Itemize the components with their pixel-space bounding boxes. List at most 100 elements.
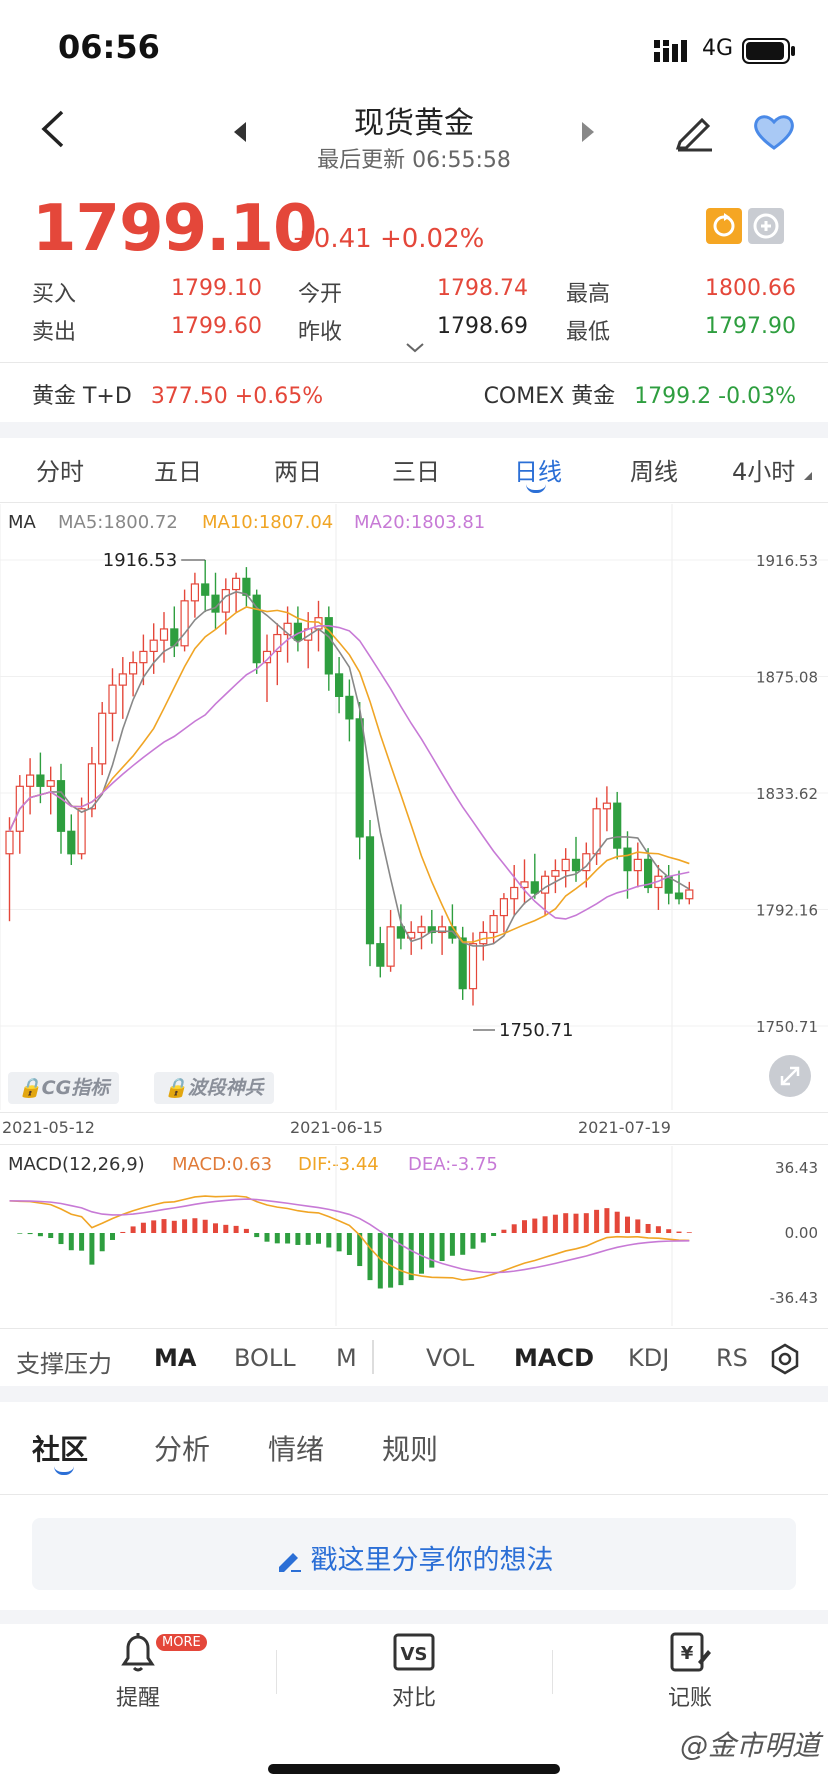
fullscreen-button[interactable] [768,1054,812,1102]
candle-body [438,926,447,934]
candle-body [643,858,653,889]
candle-body [613,802,622,849]
candle-body [365,836,375,945]
candle-body [180,600,189,647]
ma10-line [8,606,690,943]
battery-icon [742,38,796,68]
indicator-tab[interactable]: RS [716,1344,748,1372]
macd-title: MACD(12,26,9) [8,1154,145,1175]
back-button[interactable] [38,108,68,154]
candle-body [674,892,684,900]
y-tick-label: 1916.53 [756,552,818,570]
watermark: @金市明道 [679,1729,820,1762]
next-instrument-button[interactable] [580,120,596,148]
candle-body [324,617,333,675]
macd-tick-label: -36.43 [770,1289,818,1307]
macd-tick-label: 36.43 [775,1159,818,1177]
candle-body [602,802,612,810]
candle-body [489,914,498,934]
candle-body [376,943,385,967]
y-tick-label: 1750.71 [756,1018,818,1036]
nav-alert[interactable]: 提醒 MORE [58,1620,218,1712]
candle-body [221,588,230,613]
candle-body [355,718,364,838]
date-label-2: 2021-06-15 [290,1118,383,1137]
nav-ledger-label: 记账 [667,1686,712,1711]
candle-body [540,875,550,894]
calculator-button[interactable] [748,208,784,248]
indicator-tab[interactable]: MA [154,1344,197,1372]
candle-body [685,889,694,900]
tab-period[interactable]: 4小时 [732,458,796,486]
candle-body [571,858,581,872]
candle-body [232,577,241,591]
section-tab[interactable]: 情绪 [268,1433,325,1466]
indicator-tab[interactable]: KDJ [628,1344,670,1372]
quote-value: 1798.74 [437,276,528,301]
date-label-3: 2021-07-19 [578,1118,671,1137]
candle-body [530,881,539,894]
candle-body [335,673,344,697]
candle-body [592,808,601,855]
indicator-tab[interactable]: VOL [426,1344,475,1372]
nav-ledger[interactable]: ¥ 记账 [610,1620,770,1712]
wave-indicator-chip[interactable]: 🔒波段神兵 [154,1072,274,1104]
tab-period[interactable]: 三日 [392,458,440,486]
pencil-icon [278,1553,301,1572]
candle-body [46,780,55,787]
indicator-tab[interactable]: BOLL [234,1344,296,1372]
indicator-tab[interactable]: MACD [514,1344,594,1372]
cg-indicator-chip[interactable]: 🔒CG指标 [8,1072,120,1104]
y-tick-label: 1792.16 [756,902,818,920]
section-tab[interactable]: 分析 [154,1433,211,1466]
section-tab[interactable]: 社区 [32,1433,89,1466]
candle-body [417,926,426,934]
indicator-settings-button[interactable] [768,1342,802,1380]
macd-chart[interactable]: 36.43 0.00 -36.43 [0,1146,828,1326]
tab-period[interactable]: 日线 [514,458,562,486]
candle-body [551,870,560,877]
tab-period[interactable]: 五日 [154,458,202,486]
price-change: +0.41 +0.02% [292,224,485,254]
candle-body [87,763,97,810]
quote-value: 1797.90 [705,314,796,339]
expand-quote-button[interactable] [404,340,426,359]
quote-value: 1799.60 [171,314,262,339]
tab-period[interactable]: 两日 [274,458,322,486]
candle-body [510,886,519,900]
candle-body [129,662,138,675]
candlestick-chart[interactable]: 1916.53 1875.08 1833.62 1792.16 1750.71 1916.… [0,504,828,1114]
candle-body [427,926,436,934]
nav-compare[interactable]: VS 对比 [334,1620,494,1712]
refresh-button[interactable] [706,208,742,248]
favorite-button[interactable] [752,112,796,156]
related-gold-td[interactable]: 黄金 T+D 377.50 +0.65% [32,378,323,410]
edit-button[interactable] [674,110,716,156]
signal-icon [654,38,696,66]
candle-body [386,926,395,967]
indicator-tab[interactable]: M [336,1344,357,1372]
quote-label: 买入 [32,282,77,307]
candle-body [458,937,467,990]
quote-label: 今开 [298,282,343,307]
related-comex[interactable]: COMEX 黄金 1799.2 -0.03% [484,378,796,410]
heart-icon [754,115,794,150]
candle-body [77,808,86,855]
ma-title: MA [8,512,36,533]
active-tab-indicator [526,484,546,493]
chevron-down-icon [406,343,424,353]
dif-value: DIF:-3.44 [298,1154,379,1175]
share-thoughts-box[interactable]: 戳这里分享你的想法 [32,1518,796,1590]
candle-body [633,858,642,872]
tab-period[interactable]: 周线 [630,458,678,486]
macd-value: MACD:0.63 [172,1154,273,1175]
candle-body [345,695,354,720]
prev-instrument-button[interactable] [232,120,248,148]
indicator-tab[interactable]: 支撑压力 [16,1350,112,1378]
home-indicator [268,1764,560,1774]
candle-body [201,583,210,596]
tab-period[interactable]: 分时 [36,458,84,486]
lock-icon: 🔒 [164,1077,188,1099]
section-tab[interactable]: 规则 [382,1433,439,1466]
candle-body [67,830,76,855]
